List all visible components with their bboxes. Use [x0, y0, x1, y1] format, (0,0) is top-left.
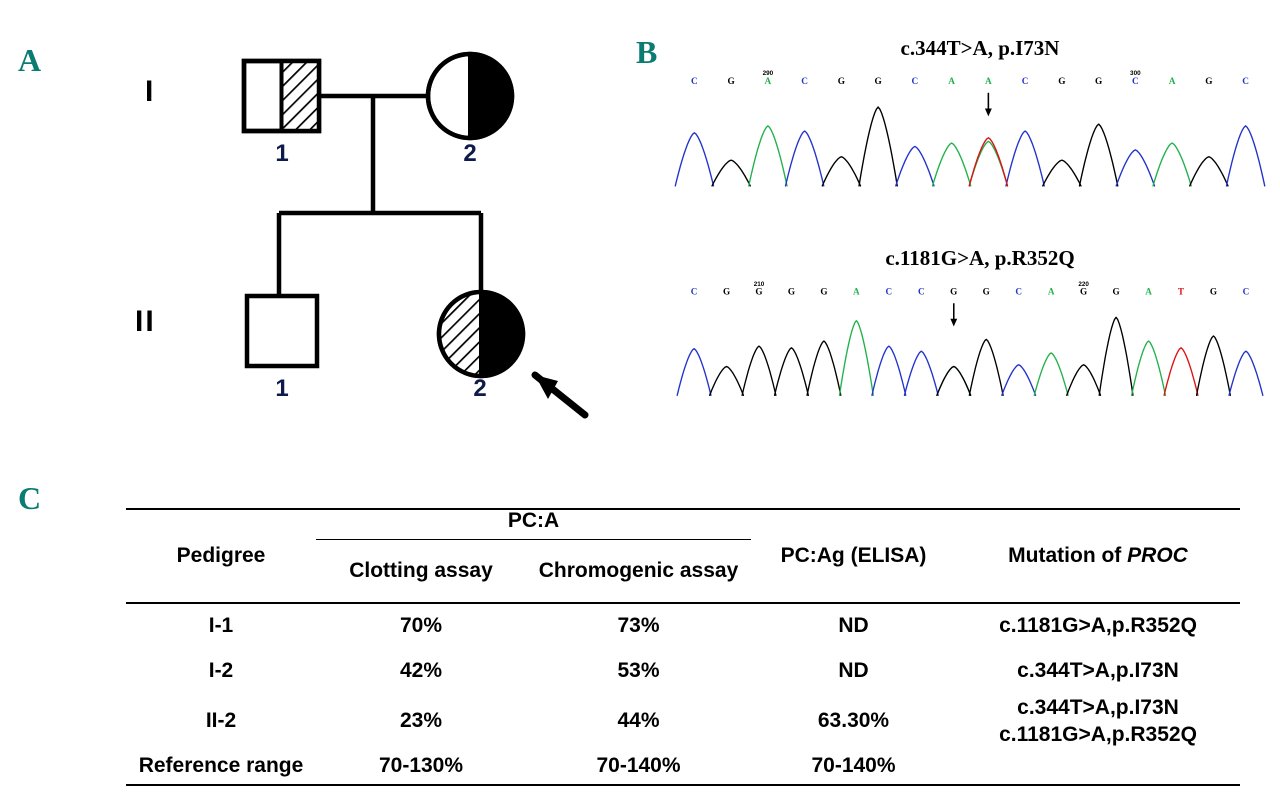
svg-text:G: G — [788, 287, 795, 297]
svg-text:G: G — [1205, 77, 1212, 87]
svg-text:C: C — [912, 77, 919, 87]
svg-text:A: A — [985, 77, 992, 87]
svg-text:G: G — [1058, 77, 1065, 87]
svg-text:G: G — [950, 287, 957, 297]
svg-text:C: C — [886, 287, 893, 297]
svg-text:G: G — [1080, 287, 1087, 297]
svg-text:A: A — [1169, 77, 1176, 87]
svg-text:A: A — [948, 77, 955, 87]
svg-text:G: G — [838, 77, 845, 87]
svg-text:290: 290 — [763, 70, 774, 77]
svg-text:G: G — [983, 287, 990, 297]
svg-text:300: 300 — [1130, 70, 1141, 77]
svg-text:220: 220 — [1078, 281, 1089, 288]
svg-text:C: C — [691, 77, 698, 87]
svg-text:C: C — [1132, 77, 1139, 87]
svg-text:C: C — [1015, 287, 1022, 297]
svg-text:C: C — [918, 287, 925, 297]
svg-text:C: C — [691, 287, 698, 297]
svg-text:G: G — [1210, 287, 1217, 297]
svg-text:G: G — [755, 287, 762, 297]
svg-text:A: A — [1145, 287, 1152, 297]
svg-text:A: A — [853, 287, 860, 297]
svg-text:G: G — [723, 287, 730, 297]
svg-text:G: G — [728, 77, 735, 87]
svg-text:210: 210 — [754, 281, 765, 288]
svg-text:A: A — [1048, 287, 1055, 297]
svg-text:G: G — [1095, 77, 1102, 87]
svg-text:C: C — [1242, 77, 1249, 87]
svg-text:A: A — [765, 77, 772, 87]
svg-text:C: C — [1022, 77, 1029, 87]
svg-text:G: G — [820, 287, 827, 297]
svg-text:C: C — [801, 77, 808, 87]
svg-text:T: T — [1178, 287, 1184, 297]
svg-text:G: G — [1113, 287, 1120, 297]
svg-text:G: G — [875, 77, 882, 87]
svg-text:C: C — [1243, 287, 1250, 297]
